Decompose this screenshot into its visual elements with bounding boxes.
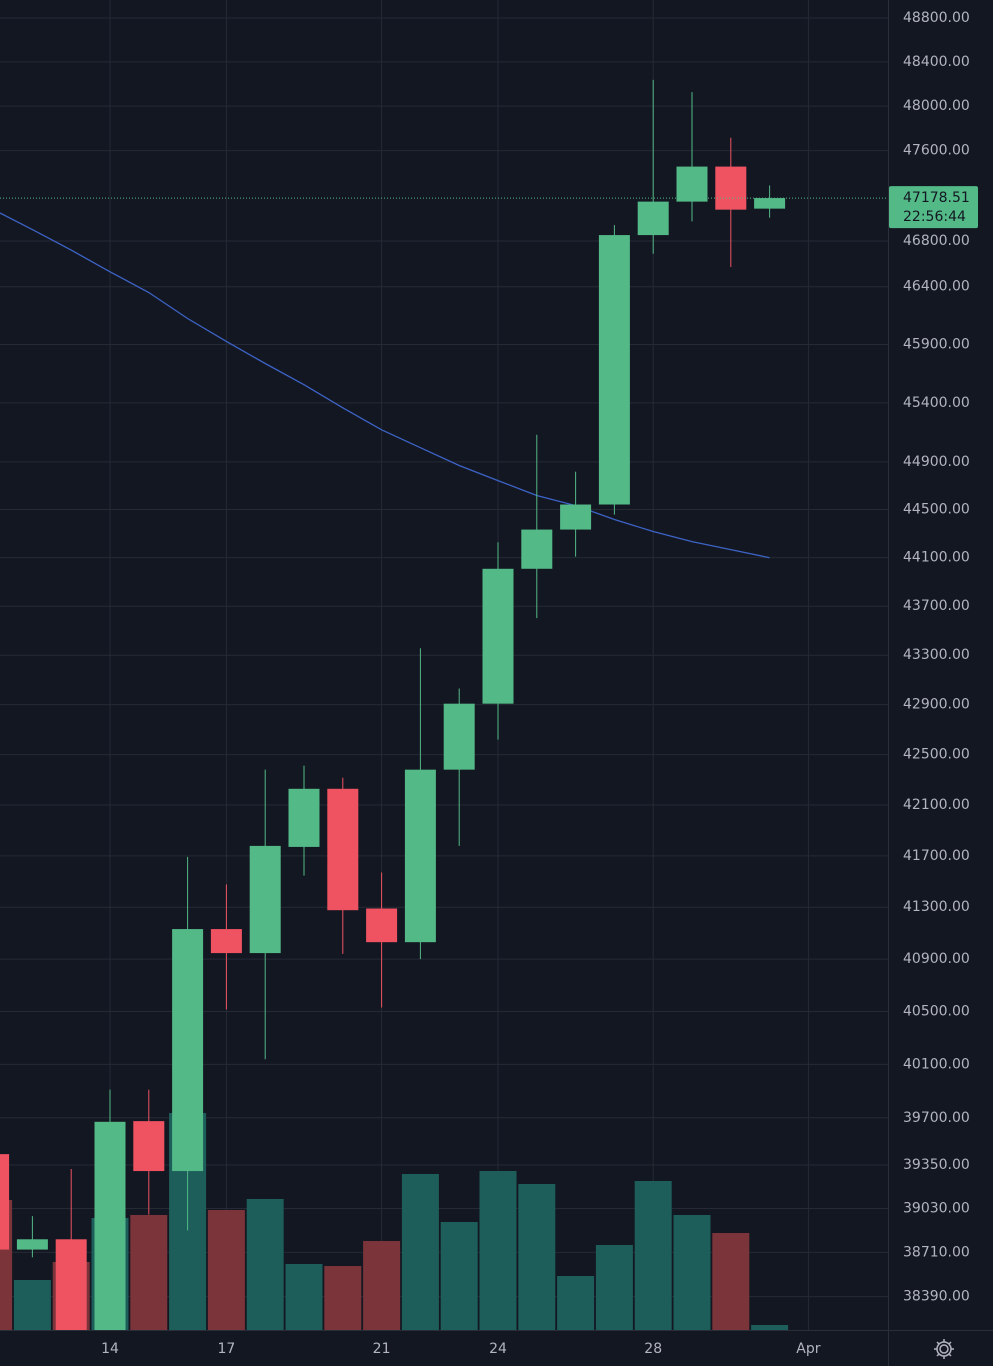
- y-tick-label: 40100.00: [903, 1056, 970, 1072]
- volume-bar: [595, 1245, 633, 1330]
- volume-bar: [673, 1215, 711, 1330]
- y-tick-label: 48000.00: [903, 98, 970, 114]
- settings-icon[interactable]: [934, 1339, 954, 1359]
- candle-body: [598, 235, 630, 505]
- volume-bar: [363, 1241, 401, 1330]
- y-tick-label: 39030.00: [903, 1200, 970, 1216]
- x-tick-label: 17: [217, 1341, 235, 1357]
- candle-body: [16, 1239, 48, 1250]
- settings-icon-center[interactable]: [939, 1344, 949, 1354]
- moving-average-line: [0, 212, 770, 559]
- y-tick-label: 39350.00: [903, 1157, 970, 1173]
- candle-body: [404, 769, 436, 943]
- price-tag-box: [889, 186, 978, 229]
- y-tick-label: 40900.00: [903, 951, 970, 967]
- candle-body: [94, 1121, 126, 1330]
- y-tick-label: 42900.00: [903, 697, 970, 713]
- y-tick-label: 44100.00: [903, 550, 970, 566]
- candle-body: [133, 1121, 165, 1172]
- y-tick-label: 45900.00: [903, 336, 970, 352]
- candle-body: [0, 1154, 10, 1250]
- x-tick-label: 21: [373, 1341, 391, 1357]
- y-tick-label: 43300.00: [903, 647, 970, 663]
- candle-body: [482, 568, 514, 704]
- candle-body: [55, 1239, 87, 1330]
- y-tick-label: 39700.00: [903, 1110, 970, 1126]
- candle-body: [676, 166, 708, 202]
- y-tick-label: 40500.00: [903, 1003, 970, 1019]
- y-tick-label: 44500.00: [903, 502, 970, 518]
- countdown-label: 22:56:44: [903, 209, 966, 225]
- x-tick-label: 24: [489, 1341, 507, 1357]
- y-tick-label: 47600.00: [903, 143, 970, 159]
- last-price-label: 47178.51: [903, 190, 970, 206]
- volume-bar: [207, 1210, 245, 1330]
- volume-bar: [285, 1264, 323, 1330]
- candle-body: [366, 908, 398, 943]
- candle-body: [715, 166, 747, 210]
- candle-body: [754, 198, 786, 209]
- axes: 48800.00 48400.00 48000.00 47600.00 46800.00…: [101, 10, 978, 1357]
- price-tag: 47178.51 22:56:44: [889, 186, 978, 229]
- y-tick-label: 48400.00: [903, 54, 970, 70]
- x-tick-label: Apr: [796, 1341, 820, 1357]
- x-tick-label: 28: [644, 1341, 662, 1357]
- y-tick-label: 46400.00: [903, 279, 970, 295]
- y-tick-label: 42100.00: [903, 797, 970, 813]
- y-tick-label: 41700.00: [903, 848, 970, 864]
- y-tick-label: 48800.00: [903, 10, 970, 26]
- candle-body: [210, 929, 242, 954]
- volume-bar: [440, 1222, 478, 1330]
- volume-bar: [130, 1215, 168, 1330]
- y-tick-label: 38710.00: [903, 1244, 970, 1260]
- candle-body: [560, 504, 592, 530]
- candle-body: [172, 929, 204, 1172]
- candle-body: [637, 201, 669, 236]
- volume-bar: [634, 1181, 672, 1330]
- y-tick-label: 42500.00: [903, 747, 970, 763]
- volume-bar: [324, 1266, 362, 1330]
- candle-body: [249, 845, 281, 954]
- candle-body: [521, 529, 553, 569]
- y-tick-label: 46800.00: [903, 233, 970, 249]
- y-tick-label: 45400.00: [903, 395, 970, 411]
- settings-icon-teeth[interactable]: [934, 1339, 954, 1359]
- volume-bar: [479, 1171, 517, 1330]
- x-tick-label: 14: [101, 1341, 119, 1357]
- volume-bar: [751, 1325, 789, 1330]
- y-tick-label: 38390.00: [903, 1289, 970, 1305]
- plot-area: [0, 79, 888, 1330]
- volume-bar: [557, 1276, 595, 1330]
- volume-bar: [401, 1174, 439, 1330]
- y-tick-label: 44900.00: [903, 454, 970, 470]
- y-tick-label: 43700.00: [903, 598, 970, 614]
- settings-icon-ring[interactable]: [936, 1341, 952, 1357]
- volume-bar: [13, 1280, 51, 1330]
- volume-bar: [712, 1233, 750, 1330]
- volume-bar: [246, 1199, 284, 1330]
- candle-body: [327, 788, 359, 911]
- candle-body: [288, 788, 320, 847]
- volume-bar: [518, 1184, 556, 1330]
- candle-body: [443, 703, 475, 770]
- y-tick-label: 41300.00: [903, 899, 970, 915]
